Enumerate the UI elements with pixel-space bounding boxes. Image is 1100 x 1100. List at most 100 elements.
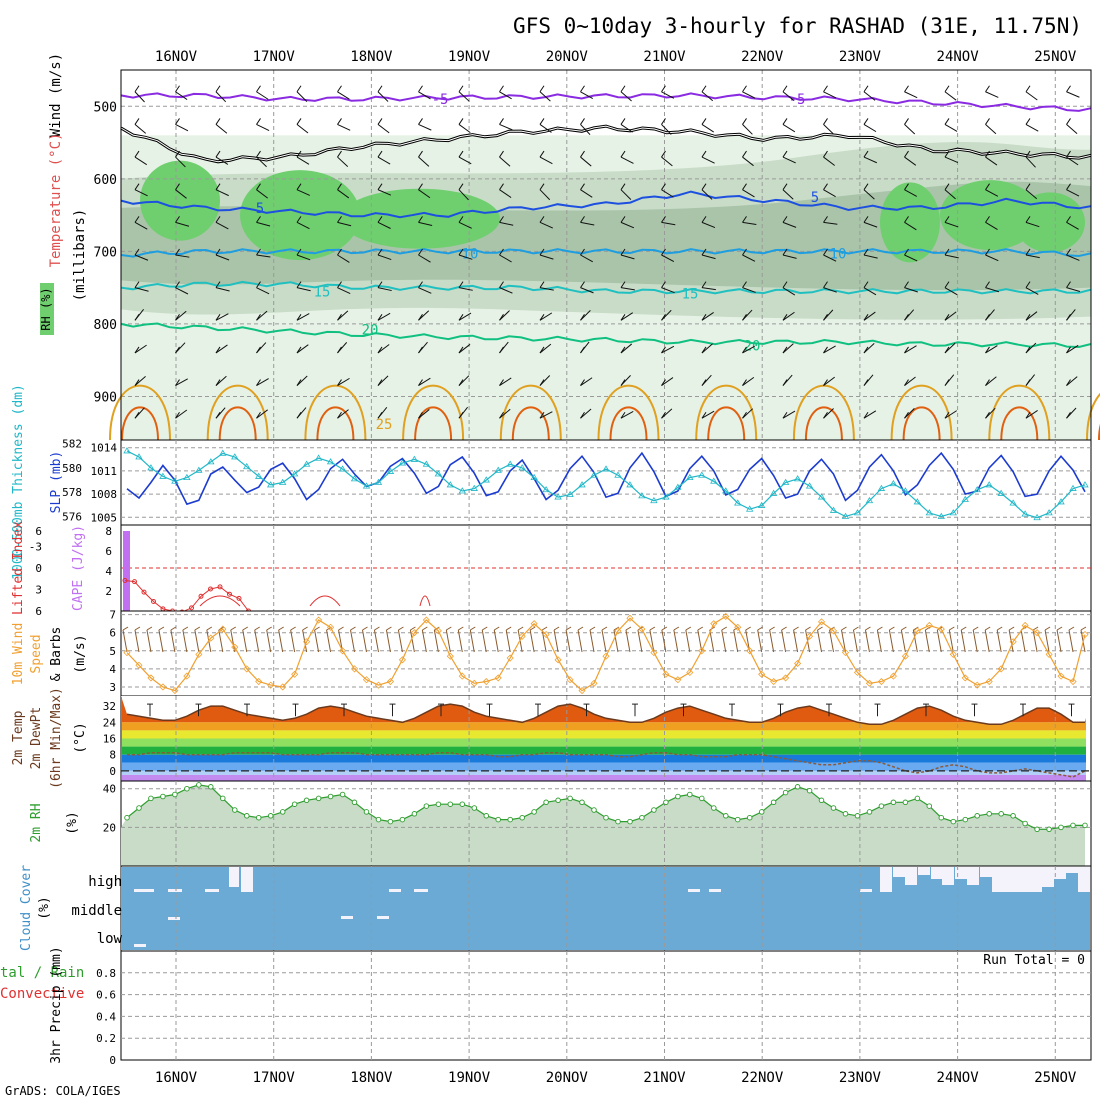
wind-barb xyxy=(539,343,552,354)
temperature-contour-25 xyxy=(1086,393,1100,441)
wind-barb xyxy=(256,189,268,199)
wind10-barb-feather xyxy=(458,626,464,631)
rh2m-marker xyxy=(579,799,585,806)
wind-barb-feather xyxy=(499,118,504,125)
rh-band-green xyxy=(240,170,360,261)
wind10-marker xyxy=(865,679,874,687)
temperature-axis-label: Temperature (°C) xyxy=(48,133,64,268)
wind10-barb-feather xyxy=(362,626,368,631)
wind-barb xyxy=(944,156,959,163)
wind-barb xyxy=(418,377,431,387)
wind-barb xyxy=(539,221,553,229)
wind10-speed-line xyxy=(126,615,1086,692)
wind10-barb xyxy=(541,629,547,653)
thickness-marker xyxy=(422,460,431,467)
thickness-line xyxy=(126,450,1086,519)
cape-tick: 8 xyxy=(105,525,112,538)
wind-barb xyxy=(1066,344,1079,354)
lifted-tick: 6 xyxy=(35,525,42,538)
temperature-contour-30 xyxy=(804,406,843,441)
wind-barb-feather xyxy=(580,183,585,190)
wind-barb-feather xyxy=(175,314,180,321)
wind-barb-feather xyxy=(1025,183,1031,190)
wind-barb xyxy=(742,254,756,262)
wind-barb-feather xyxy=(620,411,626,419)
wind-barb-feather xyxy=(215,411,221,419)
wind10-barb-feather xyxy=(1068,626,1075,631)
wind10-barb-feather xyxy=(625,626,632,631)
rh2m-marker xyxy=(255,814,262,821)
wind-barb xyxy=(539,411,553,419)
wind-barb-feather xyxy=(742,216,747,223)
wind-barb xyxy=(782,287,796,296)
wind-barb-feather xyxy=(1066,118,1071,125)
wind-barb xyxy=(215,91,227,103)
wind-barb-feather xyxy=(904,281,909,288)
slp-tick: 1011 xyxy=(91,465,118,478)
wind-barb xyxy=(782,123,796,133)
wind-barb xyxy=(1066,254,1080,261)
wind-barb xyxy=(620,189,632,200)
wind10-barb xyxy=(146,629,152,653)
wind-barb xyxy=(661,91,675,99)
thickness-marker xyxy=(326,458,335,465)
rh-band-green xyxy=(940,180,1040,251)
thickness-tick: 578 xyxy=(62,486,82,499)
wind-barb xyxy=(661,156,673,167)
wind-barb xyxy=(256,254,271,258)
wind-barb xyxy=(701,123,715,133)
wind-barb xyxy=(337,189,350,199)
thickness-marker xyxy=(757,501,766,508)
wind-barb xyxy=(215,375,227,386)
wind10-barb xyxy=(960,629,966,653)
wind-tick: 5 xyxy=(109,645,116,658)
wind-barb-feather xyxy=(580,118,585,125)
thickness-marker xyxy=(518,464,526,471)
wind10-barb xyxy=(673,629,679,653)
wind-barb xyxy=(296,313,310,321)
wind-barb-feather xyxy=(701,85,707,93)
wind-barb-feather xyxy=(296,314,302,321)
wind-barb xyxy=(863,156,877,164)
thickness-marker xyxy=(590,471,598,478)
wind-barb xyxy=(256,310,268,321)
pressure-axis-label: (millibars) xyxy=(72,209,88,302)
wind-barb-feather xyxy=(944,281,950,288)
wind10-marker xyxy=(374,681,383,689)
wind-barb xyxy=(904,221,917,231)
rh2m-marker xyxy=(315,795,322,802)
wind-barb xyxy=(418,310,430,321)
wind-barb-feather xyxy=(904,314,909,321)
temperature-contour-25 xyxy=(695,384,758,441)
wind-barb-feather xyxy=(1066,411,1071,419)
wind10-barb-feather xyxy=(673,626,680,631)
wind-barb xyxy=(134,189,148,197)
wind10-marker xyxy=(1045,650,1053,658)
wind-barb xyxy=(904,156,917,166)
wind-barb-feather xyxy=(337,379,342,386)
cloud-gap-thin xyxy=(709,889,721,892)
wind10-barb-feather xyxy=(422,626,428,631)
wind10-barb-feather xyxy=(254,626,260,631)
wind-barb xyxy=(823,345,836,354)
wind-barb-feather xyxy=(620,216,626,223)
wind10-barb xyxy=(505,629,511,653)
thickness-marker xyxy=(602,465,610,472)
wind10-barb xyxy=(613,629,619,653)
temp-color-band xyxy=(122,754,1086,763)
thickness-marker xyxy=(374,478,383,485)
wind10-marker xyxy=(422,616,430,624)
wind-barb xyxy=(499,189,512,198)
wind-barb xyxy=(580,221,595,226)
temperature-contour-15 xyxy=(120,280,1092,295)
wind10-barb xyxy=(924,629,930,653)
wind-barb xyxy=(620,156,634,164)
wind10-barb xyxy=(469,629,475,653)
wind-barb xyxy=(134,91,145,103)
wind-barb xyxy=(337,377,350,387)
rh2m-marker xyxy=(830,805,837,811)
rh-fill-mid xyxy=(121,784,1085,866)
thickness-marker xyxy=(686,473,694,481)
wind10-marker xyxy=(171,687,179,695)
date-label-top: 16NOV xyxy=(155,49,198,65)
